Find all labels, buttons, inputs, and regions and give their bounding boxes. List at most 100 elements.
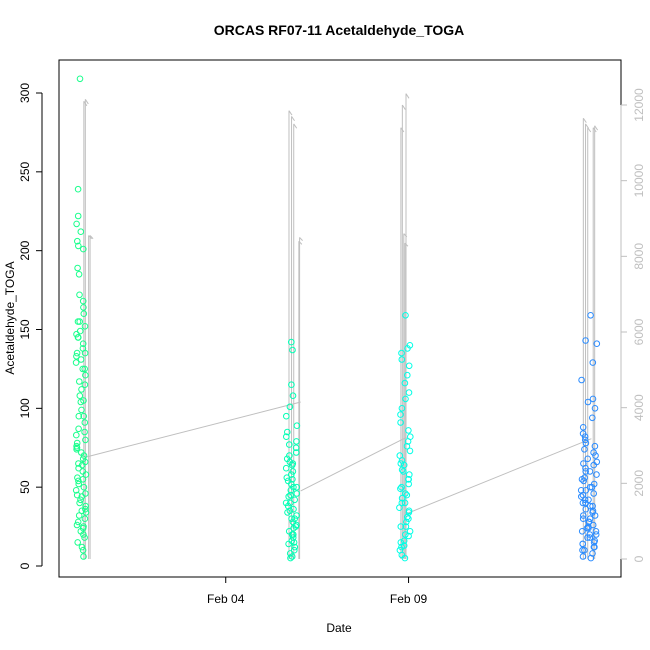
altitude-spike-cap (84, 99, 89, 105)
data-point (405, 515, 412, 523)
left-axis-tick-label: 0 (18, 562, 32, 569)
altitude-spike-cap (401, 104, 406, 110)
data-point (592, 528, 600, 535)
data-point (291, 515, 299, 523)
right-axis-tick-label: 10000 (632, 164, 646, 198)
data-point (291, 496, 299, 504)
data-point (293, 483, 301, 491)
data-point (397, 523, 405, 530)
data-point (405, 362, 413, 370)
data-point (405, 507, 413, 515)
data-point (581, 436, 589, 444)
data-point (77, 496, 84, 504)
data-point (286, 403, 294, 411)
data-point (398, 543, 405, 551)
data-point (292, 449, 300, 456)
data-point (579, 540, 587, 548)
data-point (73, 444, 81, 452)
altitude-spike-cap (89, 235, 94, 240)
data-point (403, 491, 411, 499)
altitude-spike-cap (299, 237, 303, 241)
data-point (578, 476, 586, 483)
data-point (397, 460, 405, 467)
data-point (588, 483, 596, 491)
data-point (81, 349, 89, 357)
data-point (75, 464, 82, 472)
data-point (289, 476, 296, 483)
data-point (75, 242, 82, 250)
data-point (579, 424, 587, 431)
data-point (73, 439, 81, 447)
data-point (586, 534, 594, 541)
altitude-series (83, 93, 599, 559)
data-point (402, 490, 409, 497)
data-point (75, 425, 82, 433)
data-point (292, 444, 300, 452)
data-point (585, 518, 593, 526)
data-point (590, 490, 598, 497)
data-point (81, 534, 88, 541)
data-point (79, 365, 86, 373)
data-point (406, 471, 413, 478)
data-point (78, 543, 86, 551)
data-point (76, 327, 84, 335)
left-axis-tick-label: 300 (18, 83, 32, 103)
left-axis-tick-label: 200 (18, 240, 32, 260)
data-point (81, 381, 89, 389)
data-point (284, 428, 291, 436)
data-point (75, 412, 83, 420)
data-point (589, 414, 596, 422)
data-point (290, 531, 297, 538)
data-point (82, 509, 90, 516)
data-point (403, 513, 411, 521)
data-point (592, 452, 599, 459)
left-y-axis: 0 50 100 150 200 250 300 (18, 83, 43, 569)
altitude-transit-line (86, 401, 301, 458)
data-point (289, 534, 297, 541)
data-point (586, 483, 594, 491)
data-point (80, 523, 87, 530)
data-point (76, 291, 83, 299)
right-axis-tick-label: 12000 (632, 88, 646, 122)
data-point (286, 507, 294, 515)
data-point (293, 422, 301, 430)
data-point (585, 496, 592, 504)
plot-area-frame (58, 59, 622, 578)
data-point (288, 338, 295, 346)
altitude-spike-cap (594, 125, 599, 131)
left-axis-tick-label: 100 (18, 398, 32, 418)
data-point (579, 515, 587, 523)
data-point (75, 460, 82, 467)
data-point (81, 515, 89, 523)
data-point (398, 483, 405, 491)
data-point (81, 323, 89, 330)
data-point (582, 468, 590, 475)
data-point (586, 515, 594, 523)
data-point (405, 480, 413, 488)
data-point (398, 405, 406, 412)
data-point (589, 359, 597, 366)
data-point (589, 395, 597, 403)
data-point (74, 518, 82, 526)
data-point (77, 356, 85, 363)
data-point (590, 543, 598, 551)
data-point (578, 528, 586, 535)
data-point (397, 485, 404, 493)
data-point (580, 512, 587, 519)
data-point (578, 493, 585, 500)
altitude-spike-cap (587, 127, 592, 133)
data-point (396, 504, 403, 512)
acetaldehyde-series (72, 75, 601, 562)
data-point (76, 75, 84, 83)
data-point (582, 337, 589, 344)
data-point (581, 433, 589, 441)
data-point (75, 271, 83, 278)
data-point (591, 442, 599, 450)
data-point (405, 389, 413, 396)
data-point (82, 436, 89, 444)
data-point (582, 487, 590, 494)
data-point (80, 304, 87, 311)
data-point (293, 512, 300, 519)
data-point (78, 406, 85, 414)
left-axis-tick-label: 250 (18, 162, 32, 182)
